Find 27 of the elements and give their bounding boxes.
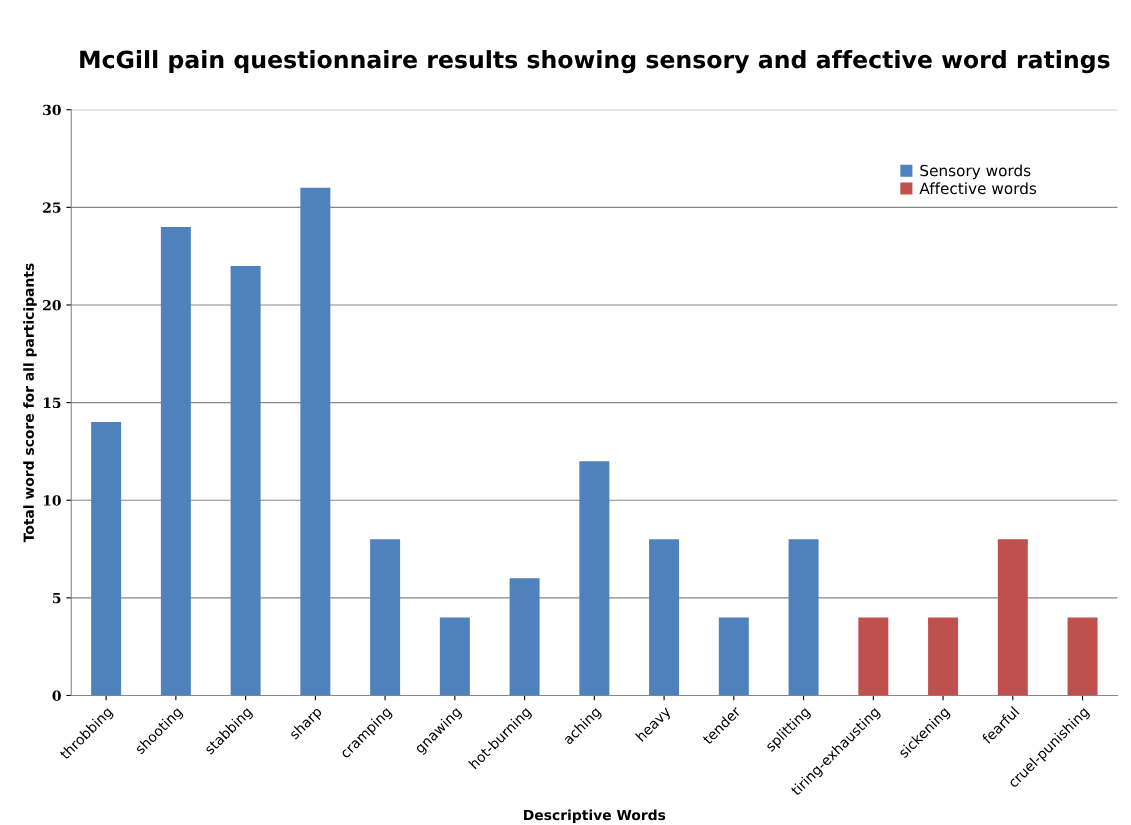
y-tick-label: 20 (43, 299, 61, 311)
y-tick-label: 15 (43, 397, 61, 409)
bar (230, 265, 261, 696)
y-tick-label: 30 (43, 104, 61, 116)
bar (91, 422, 122, 696)
bar (997, 539, 1028, 696)
y-tick-label: 5 (53, 593, 61, 604)
bar (370, 539, 401, 696)
bar (1067, 617, 1098, 696)
chart-title: McGill pain questionnaire results showing sensory and affective word ratings (80, 50, 1110, 74)
x-axis-title: Descriptive Words (524, 809, 666, 823)
legend-label: Sensory words (920, 164, 1031, 180)
bar (788, 539, 819, 696)
bar (928, 617, 959, 696)
bar (858, 617, 889, 696)
bar (718, 617, 749, 696)
y-axis-title: Total word score for all participants (23, 263, 37, 543)
legend-label: Affective words (919, 182, 1037, 195)
bar (160, 226, 191, 696)
bar (439, 617, 470, 696)
y-tick-label: 10 (43, 495, 61, 506)
bar (300, 187, 331, 696)
bar (509, 578, 540, 696)
y-tick-label: 25 (43, 202, 61, 213)
bar (579, 461, 610, 696)
y-tick-label: 0 (52, 690, 61, 701)
bar (649, 539, 680, 696)
